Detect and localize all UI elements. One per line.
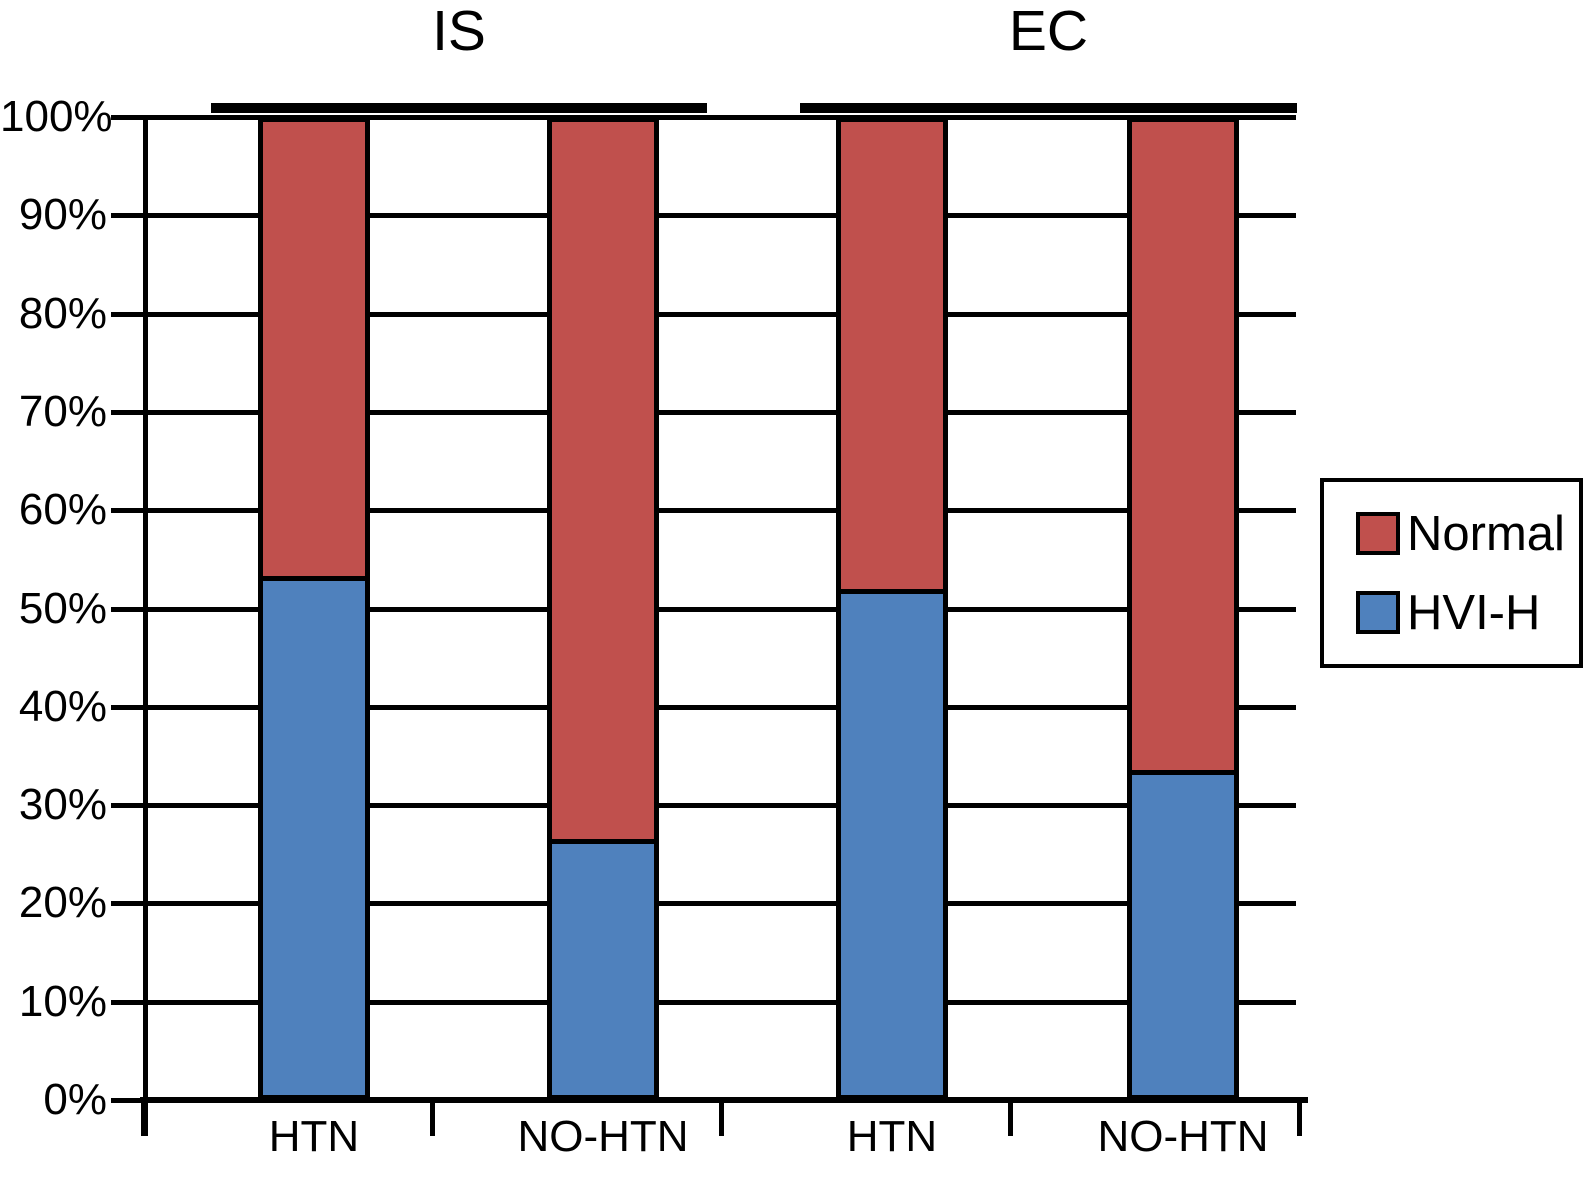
x-axis-label: HTN [268, 1112, 360, 1161]
y-axis-tick-label: 50% [18, 584, 107, 633]
y-axis-tick [111, 803, 143, 808]
x-axis-label: HTN [846, 1112, 938, 1161]
gridline [143, 410, 1296, 415]
gridline [143, 213, 1296, 218]
group-underline-is [211, 103, 707, 113]
y-axis-tick [111, 1000, 143, 1005]
y-axis-tick [111, 410, 143, 415]
gridline [143, 607, 1296, 612]
y-axis-tick-label: 10% [18, 977, 107, 1026]
y-axis-tick [111, 901, 143, 906]
legend-item-normal: Normal [1356, 508, 1573, 560]
group-underline-ec [800, 103, 1297, 113]
legend-swatch-normal-icon [1356, 512, 1400, 555]
y-axis-tick [111, 312, 143, 317]
x-axis-tick [430, 1100, 435, 1136]
bar-segment-hvi-h [1132, 770, 1234, 1095]
y-axis-tick [111, 607, 143, 612]
y-axis-tick [111, 115, 143, 120]
x-axis-tick [1008, 1100, 1013, 1136]
y-axis-tick-label: 40% [18, 682, 107, 731]
legend-label-normal: Normal [1407, 506, 1565, 561]
x-axis-tick [719, 1100, 724, 1136]
y-axis-tick [111, 508, 143, 513]
bar-is-htn [258, 117, 370, 1100]
bar-is-no-htn [547, 117, 659, 1100]
bar-segment-hvi-h [552, 839, 654, 1095]
y-axis-tick-label: 100% [0, 92, 113, 141]
y-axis-tick-label: 60% [18, 485, 107, 534]
gridline [143, 115, 1296, 120]
legend-item-hvih: HVI-H [1356, 587, 1573, 639]
y-axis-tick-label: 0% [43, 1075, 107, 1124]
x-axis-label: NO-HTN [1097, 1112, 1269, 1161]
y-axis-tick-label: 20% [18, 878, 107, 927]
y-axis-tick-label: 70% [18, 387, 107, 436]
group-label-is: IS [432, 0, 486, 63]
group-label-ec: EC [1008, 0, 1089, 63]
gridline [143, 1000, 1296, 1005]
y-axis-tick [111, 1098, 143, 1103]
gridline [143, 803, 1296, 808]
x-axis-tick [141, 1100, 146, 1136]
gridline [143, 901, 1296, 906]
gridline [143, 312, 1296, 317]
bar-ec-htn [836, 117, 948, 1100]
y-axis-tick [111, 213, 143, 218]
x-axis-tick [1297, 1100, 1302, 1136]
legend-swatch-hvih-icon [1356, 591, 1400, 634]
bar-segment-hvi-h [263, 576, 365, 1095]
y-axis-tick-label: 80% [18, 289, 107, 338]
bar-ec-no-htn [1127, 117, 1239, 1100]
gridline [143, 705, 1296, 710]
gridline [143, 508, 1296, 513]
y-axis-line [143, 117, 148, 1136]
legend: Normal HVI-H [1320, 478, 1583, 668]
y-axis-tick [111, 705, 143, 710]
y-axis-tick-label: 30% [18, 780, 107, 829]
y-axis-tick-label: 90% [18, 190, 107, 239]
legend-label-hvih: HVI-H [1407, 585, 1541, 640]
x-axis-label: NO-HTN [517, 1112, 689, 1161]
bar-segment-hvi-h [841, 589, 943, 1095]
